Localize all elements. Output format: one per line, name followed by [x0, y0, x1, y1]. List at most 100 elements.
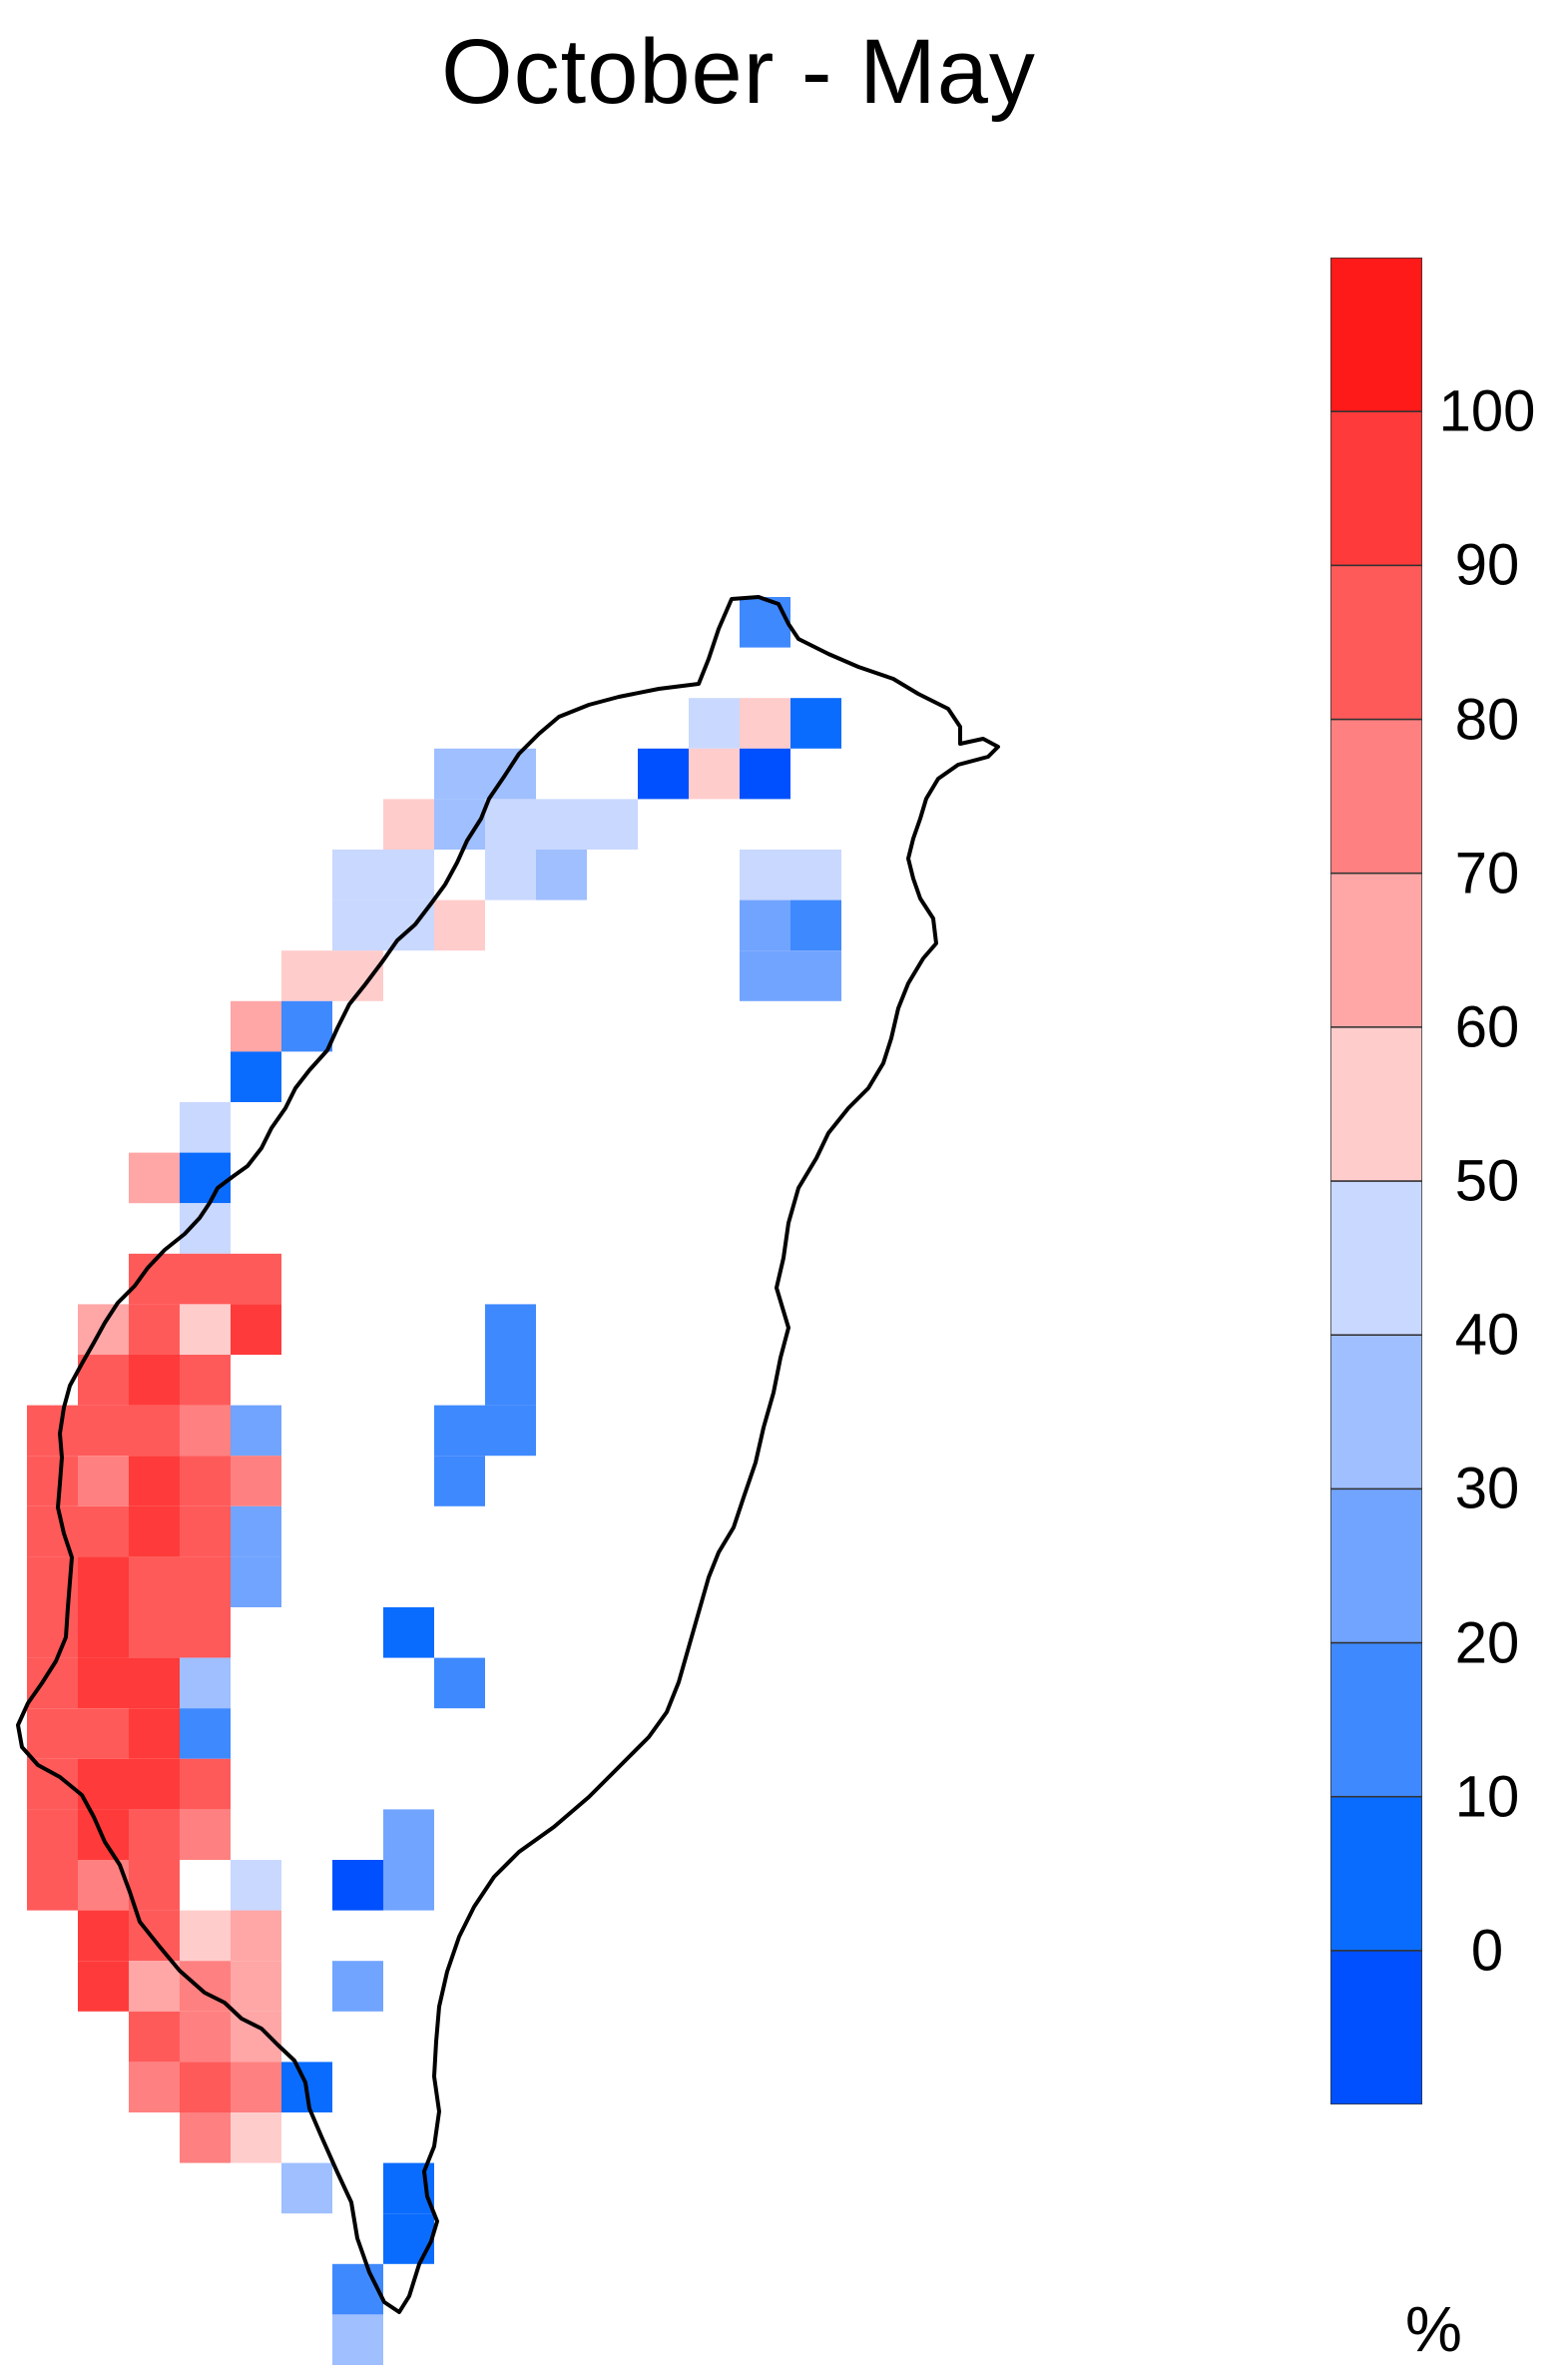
grid-cell — [27, 1607, 78, 1658]
map-title: October - May — [441, 21, 1036, 123]
grid-cell — [27, 1809, 78, 1860]
grid-cell — [790, 850, 841, 900]
grid-cell — [129, 1607, 180, 1658]
grid-cell — [790, 950, 841, 1001]
grid-cell — [180, 1253, 231, 1305]
grid-cell — [332, 1961, 383, 2012]
grid-cell — [231, 1456, 281, 1506]
grid-cell — [790, 698, 841, 749]
colorbar — [1330, 258, 1422, 2104]
grid-cell — [180, 1505, 231, 1557]
grid-cell — [231, 1405, 281, 1457]
grid-cell — [129, 1304, 180, 1355]
grid-cell — [78, 1910, 129, 1962]
colorbar-tick-label: 80 — [1454, 687, 1520, 752]
grid-cell — [129, 2011, 180, 2063]
grid-cell — [27, 1708, 78, 1759]
grid-cell — [129, 1809, 180, 1860]
grid-cell — [27, 1860, 78, 1911]
grid-cell — [740, 850, 790, 900]
grid-cell — [78, 1355, 129, 1406]
colorbar-tick-label: 60 — [1454, 994, 1520, 1060]
colorbar-bands — [1330, 258, 1422, 2104]
grid-cell — [129, 1505, 180, 1557]
grid-cell — [129, 1456, 180, 1506]
colorbar-band — [1330, 564, 1422, 721]
grid-cell — [231, 2011, 281, 2063]
colorbar-tick-label: 50 — [1454, 1148, 1520, 1214]
grid-cell — [129, 1355, 180, 1406]
grid-cell — [129, 1405, 180, 1457]
grid-cell — [281, 1000, 332, 1052]
grid-cell — [485, 799, 536, 850]
grid-cell — [536, 850, 587, 900]
grid-cell — [78, 1961, 129, 2012]
colorbar-band — [1330, 1488, 1422, 1644]
grid-cell — [129, 1961, 180, 2012]
grid-cell — [536, 799, 587, 850]
grid-cell — [231, 1505, 281, 1557]
grid-cell — [485, 1304, 536, 1355]
grid-cell — [281, 950, 332, 1001]
grid-cell — [180, 1758, 231, 1810]
grid-cell — [180, 1657, 231, 1709]
grid-cell — [129, 1708, 180, 1759]
colorbar-band — [1330, 872, 1422, 1028]
colorbar-band — [1330, 1950, 1422, 2104]
grid-cell — [740, 698, 790, 749]
colorbar-tick-label: 70 — [1454, 841, 1520, 906]
colorbar-tick-label: 100 — [1438, 378, 1536, 444]
grid-cell — [231, 1253, 281, 1305]
grid-cell — [231, 1304, 281, 1355]
grid-cell — [78, 1505, 129, 1557]
grid-cell — [383, 1607, 434, 1658]
grid-cell — [129, 1860, 180, 1911]
grid-cell — [27, 1456, 78, 1506]
grid-cell — [180, 1456, 231, 1506]
grid-cell — [180, 1556, 231, 1607]
grid-cell — [129, 2062, 180, 2112]
grid-cell — [78, 1405, 129, 1457]
grid-cell — [383, 850, 434, 900]
colorbar-tick-label: 90 — [1454, 532, 1520, 598]
grid-cell — [231, 1860, 281, 1911]
grid-cell — [790, 899, 841, 951]
grid-cell — [231, 1051, 281, 1102]
grid-cell — [231, 2112, 281, 2163]
grid-cell — [332, 1860, 383, 1911]
grid-cell — [434, 1456, 485, 1506]
grid-cell — [231, 1000, 281, 1052]
grid-cell — [129, 1758, 180, 1810]
colorbar-tick-label: 10 — [1454, 1764, 1520, 1830]
grid-cell — [434, 748, 485, 800]
grid-cell — [180, 1304, 231, 1355]
grid-cell — [485, 1355, 536, 1406]
grid-cell — [231, 1910, 281, 1962]
colorbar-band — [1330, 1334, 1422, 1490]
grid-cell — [689, 748, 740, 800]
colorbar-tick-label: 20 — [1454, 1610, 1520, 1675]
grid-cell — [27, 1405, 78, 1457]
grid-cell — [383, 1860, 434, 1911]
grid-cell — [129, 1152, 180, 1204]
grid-cell — [587, 799, 638, 850]
colorbar-band — [1330, 1026, 1422, 1182]
grid-cell — [740, 899, 790, 951]
colorbar-band — [1330, 1641, 1422, 1798]
grid-cell — [231, 2062, 281, 2112]
grid-cell — [638, 748, 689, 800]
grid-cell — [180, 1809, 231, 1860]
grid-cell — [689, 698, 740, 749]
grid-cell — [180, 1910, 231, 1962]
grid-cell — [129, 1556, 180, 1607]
grid-cell — [180, 1152, 231, 1204]
grid-cell — [383, 2213, 434, 2264]
grid-cell — [180, 1102, 231, 1153]
grid-cell — [78, 1708, 129, 1759]
colorbar-band — [1330, 258, 1422, 412]
grid-cell — [231, 1961, 281, 2012]
grid-cell — [78, 1607, 129, 1658]
grid-cell — [434, 1405, 485, 1457]
grid-cell — [485, 850, 536, 900]
grid-cell — [180, 2062, 231, 2112]
